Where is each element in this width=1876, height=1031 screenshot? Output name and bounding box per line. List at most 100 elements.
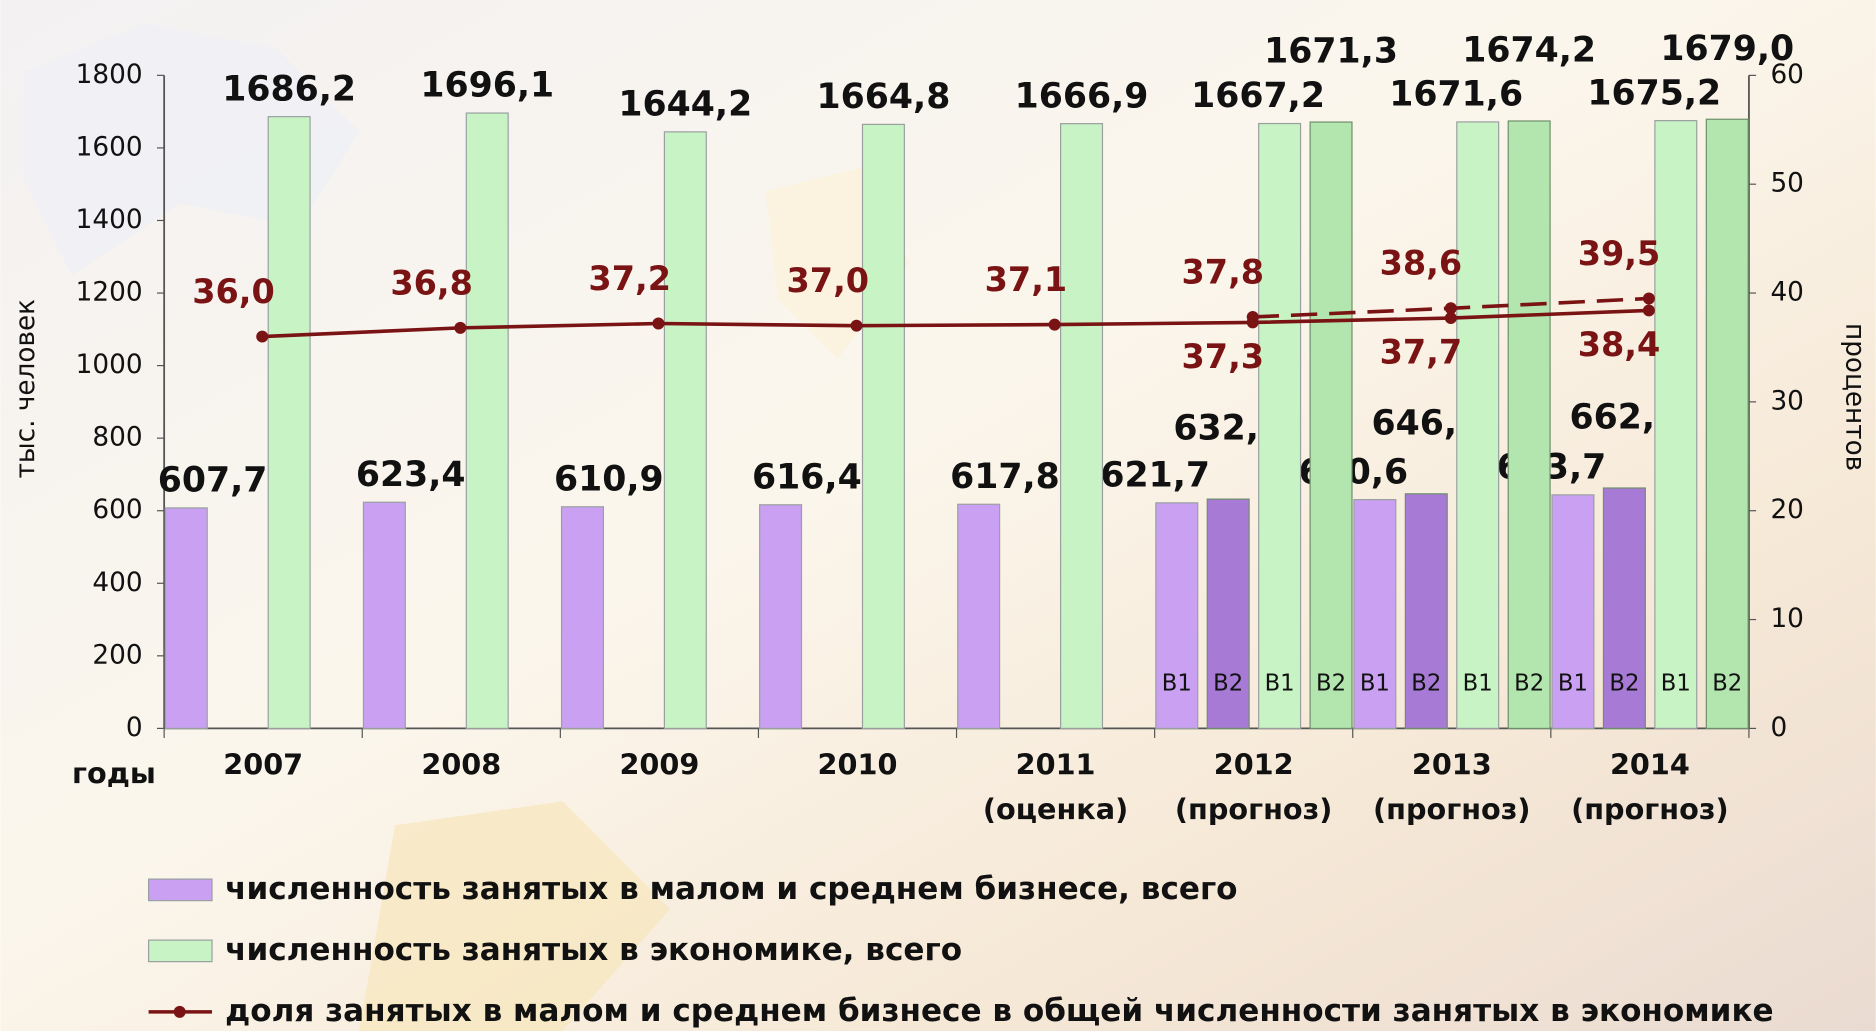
value-label: 39,5	[1578, 234, 1661, 273]
value-label: 38,6	[1380, 244, 1463, 283]
x-tick-label: 2013	[1412, 748, 1492, 782]
value-label: 37,1	[985, 260, 1068, 299]
x-tick-note: (оценка)	[983, 792, 1128, 826]
line	[262, 308, 1649, 339]
y-tick-label: 1600	[76, 132, 143, 162]
x-tick-label: 2012	[1214, 748, 1294, 782]
line-point	[1048, 318, 1061, 331]
value-label: 1671,3	[1264, 32, 1398, 72]
value-label: 1666,9	[1015, 76, 1149, 116]
x-tick-label: 2009	[619, 748, 699, 782]
y-tick-label: 1000	[76, 350, 143, 380]
y-tick-label: 1200	[76, 278, 143, 308]
value-label: 36,0	[192, 272, 275, 311]
value-label: 37,3	[1182, 337, 1265, 376]
x-tick-label: 2008	[421, 748, 501, 782]
value-label: 37,8	[1182, 252, 1265, 291]
value-label: 1644,2	[618, 85, 752, 125]
bar	[1507, 120, 1551, 729]
y2-tick-label: 0	[1770, 713, 1787, 743]
line-point	[1246, 310, 1259, 323]
y2-tick-label: 40	[1770, 278, 1803, 308]
y-tick-label: 0	[126, 713, 143, 743]
value-label: 37,7	[1380, 332, 1463, 371]
bar	[1059, 123, 1104, 729]
bar	[1206, 498, 1250, 729]
bar	[759, 504, 803, 729]
x-tick-note: (прогноз)	[1571, 792, 1728, 826]
line-point	[1642, 292, 1655, 305]
x-axis-label: годы	[72, 756, 156, 790]
bar	[1309, 121, 1353, 729]
value-label: 1686,2	[222, 69, 356, 109]
variant-label: В2	[1316, 671, 1346, 697]
bar	[362, 501, 406, 729]
variant-label: В2	[1514, 671, 1544, 697]
bar	[663, 131, 707, 729]
y2-tick-label: 50	[1770, 169, 1803, 199]
y-tick-label: 200	[92, 640, 142, 670]
bar	[1155, 502, 1199, 729]
value-label: 38,4	[1578, 325, 1661, 364]
y-axis-label: тыс. человек	[11, 299, 41, 479]
value-label: 1696,1	[420, 66, 554, 106]
value-label: 37,0	[787, 261, 870, 300]
variant-label: В2	[1712, 671, 1742, 697]
variant-label: В1	[1558, 671, 1588, 697]
value-label: 607,7	[158, 461, 268, 501]
x-tick-label: 2014	[1610, 748, 1690, 782]
legend-label: доля занятых в малом и среднем бизнесе в…	[225, 993, 1773, 1029]
legend-swatch	[148, 939, 213, 963]
bar	[1258, 122, 1302, 729]
variant-label: В1	[1661, 671, 1691, 697]
value-label: 1679,0	[1660, 29, 1794, 69]
legend-label: численность занятых в малом и среднем би…	[225, 871, 1237, 907]
y2-axis-label: процентов	[1840, 323, 1870, 471]
bar	[1602, 487, 1646, 729]
bar	[1551, 494, 1595, 729]
value-label: 37,2	[588, 259, 671, 298]
x-tick-label: 2010	[818, 748, 898, 782]
line-point	[1444, 302, 1457, 315]
line-point	[1444, 312, 1457, 325]
bar	[465, 112, 509, 729]
value-label: 36,8	[390, 263, 473, 302]
bar	[267, 116, 311, 729]
line-point	[454, 321, 467, 334]
line-point	[652, 317, 665, 330]
variant-label: В2	[1609, 671, 1639, 697]
legend-label: численность занятых в экономике, всего	[225, 932, 962, 968]
bar	[1404, 493, 1448, 729]
y-tick-label: 1800	[76, 60, 143, 90]
variant-label: В2	[1213, 671, 1243, 697]
y2-tick-label: 60	[1770, 60, 1803, 90]
value-label: 621,7	[1100, 456, 1210, 496]
legend-swatch	[148, 878, 213, 902]
bar	[164, 507, 208, 729]
value-label: 623,4	[356, 455, 466, 495]
bar	[1654, 120, 1698, 729]
y-tick-label: 1400	[76, 205, 143, 235]
bar	[1456, 121, 1500, 729]
y-tick-label: 400	[92, 568, 142, 598]
y-tick-label: 600	[92, 495, 142, 525]
value-label: 1664,8	[817, 77, 951, 117]
value-label: 616,4	[752, 457, 862, 497]
bar	[1705, 118, 1749, 729]
variant-label: В1	[1162, 671, 1192, 697]
value-label: 617,8	[950, 457, 1060, 497]
y2-tick-label: 20	[1770, 495, 1803, 525]
bar	[957, 503, 1001, 729]
line-point	[256, 330, 269, 343]
legend-swatch	[173, 1005, 186, 1018]
x-tick-label: 2007	[223, 748, 303, 782]
x-tick-note: (прогноз)	[1175, 792, 1332, 826]
bar	[861, 123, 905, 729]
y2-tick-label: 10	[1770, 604, 1803, 634]
bar	[560, 506, 605, 729]
value-label: 1667,2	[1191, 76, 1325, 116]
variant-label: В1	[1463, 671, 1493, 697]
y-tick-label: 800	[92, 423, 142, 453]
map-shape	[359, 801, 671, 1031]
